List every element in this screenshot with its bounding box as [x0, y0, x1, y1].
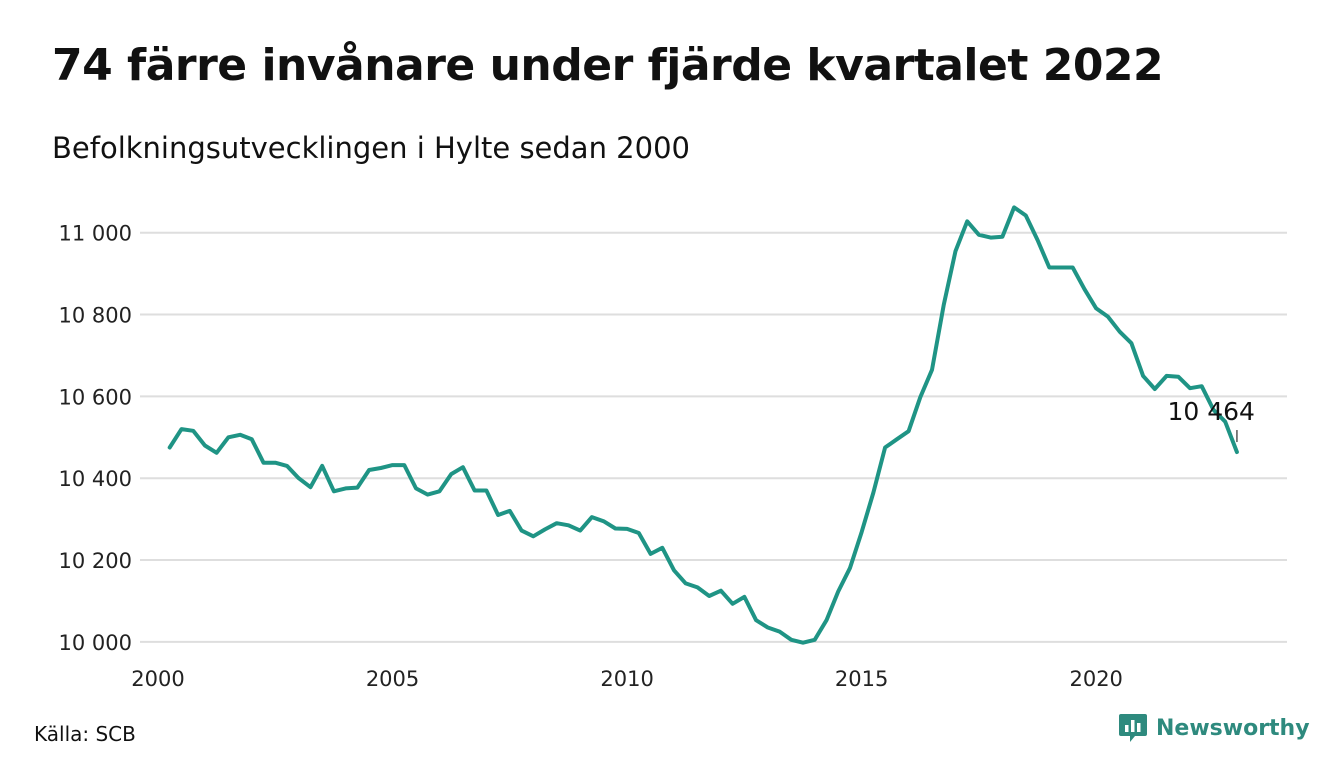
x-tick-label: 2015: [835, 667, 888, 691]
brand-logo: Newsworthy: [1118, 712, 1310, 744]
last-value-annotation: 10 464: [1167, 397, 1255, 443]
y-tick-label: 10 400: [59, 467, 132, 491]
y-axis: 10 000 10 200 10 400 10 600 10 800 11 000: [59, 222, 132, 655]
source-note: Källa: SCB: [34, 722, 136, 746]
annotation-label: 10 464: [1167, 397, 1254, 426]
chart-title: 74 färre invånare under fjärde kvartalet…: [52, 40, 1164, 91]
x-tick-label: 2005: [366, 667, 419, 691]
y-tick-label: 10 600: [59, 385, 132, 409]
x-axis: 2000 2005 2010 2015 2020: [131, 667, 1123, 691]
population-series-line: [167, 205, 1239, 645]
y-tick-label: 10 200: [59, 549, 132, 573]
y-tick-label: 11 000: [59, 222, 132, 246]
series-lines: [167, 205, 1239, 645]
brand-name: Newsworthy: [1156, 715, 1310, 741]
y-tick-label: 10 000: [59, 631, 132, 655]
gridlines: [140, 231, 1287, 643]
y-tick-label: 10 800: [59, 304, 132, 328]
newsworthy-logo-icon: [1119, 714, 1147, 742]
x-tick-label: 2010: [600, 667, 653, 691]
x-tick-label: 2020: [1069, 667, 1122, 691]
x-tick-label: 2000: [131, 667, 184, 691]
chart-subtitle: Befolkningsutvecklingen i Hylte sedan 20…: [52, 131, 690, 165]
